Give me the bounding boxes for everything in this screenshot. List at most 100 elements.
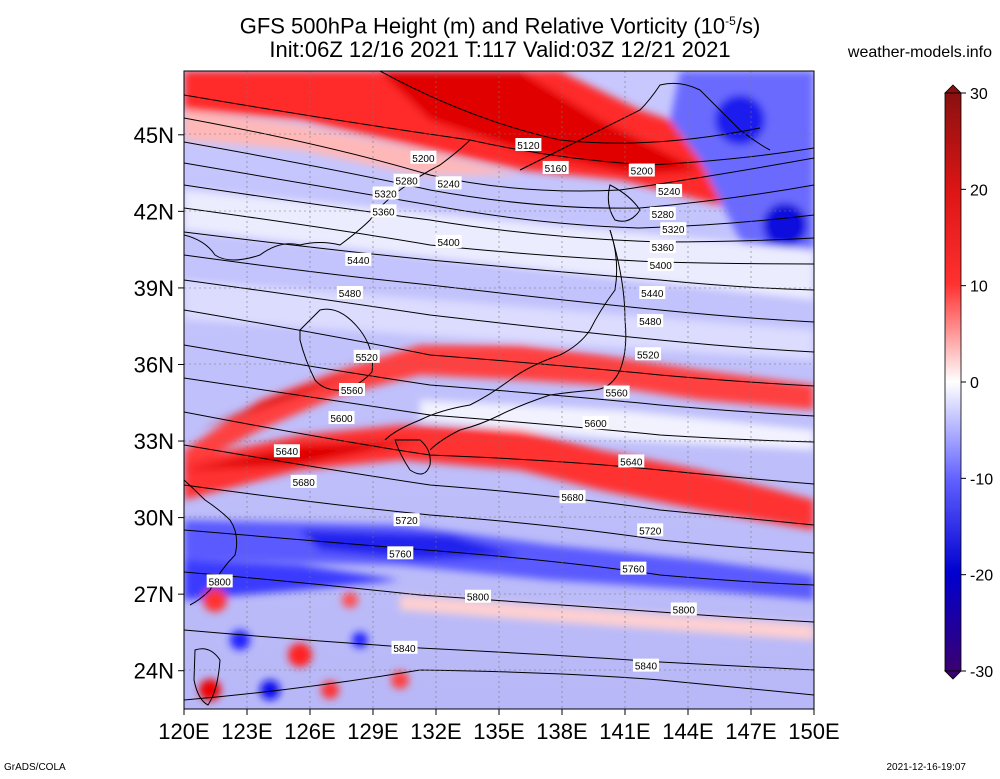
contour-label-text: 5680 [561,493,584,504]
contour-label: 5480 [336,286,363,300]
colorbar-tick-label: 0 [970,375,979,392]
contour-label: 5280 [649,206,676,221]
contour-label-text: 5480 [639,317,662,328]
contour-labels: 5120516052005200524052405280528053205320… [206,138,697,673]
contour-label-text: 5520 [637,350,660,361]
contour-label: 5680 [559,490,586,504]
contour-label-text: 5680 [293,478,316,489]
contour-label: 5480 [637,314,664,328]
contour-label-box [542,160,569,174]
lat-tick-label: 45N [134,123,174,148]
contour-label: 5320 [372,186,399,200]
colorbar-top-arrow [944,84,962,94]
contour-label: 5800 [670,602,697,616]
contour-label: 5280 [393,173,420,188]
contour-label-box [670,602,697,616]
colorbar-gradient [944,92,962,672]
contour-label-box [435,234,462,248]
contour-label-box [387,546,414,560]
contour-label-box [635,347,662,361]
contour-label-text: 5800 [467,593,490,604]
contour-label-box [656,183,683,197]
lat-tick-label: 30N [134,506,174,531]
longitude-axis: 120E 123E 126E 129E 132E 135E 138E 141E 144E 147E… [158,709,840,744]
render-timestamp: 2021-12-16-19:07 [886,762,966,773]
software-credit: GrADS/COLA [4,762,66,773]
contour-label: 5840 [633,658,659,673]
contour-label: 5360 [649,240,676,254]
contour-label-box [633,658,659,672]
contour-label: 5200 [410,150,437,165]
graticule [184,71,814,709]
contour-label: 5560 [603,385,630,400]
contour-label-text: 5360 [652,243,675,254]
colorbar-tick-label: -30 [970,664,993,681]
colorbar-bottom-arrow [944,670,962,680]
contour-label-text: 5200 [412,154,435,165]
contour-label-box [515,138,542,152]
contour-label-box [393,513,420,527]
colorbar: 30 20 10 0 -10 -20 -30 [944,84,993,681]
contour-label: 5760 [387,546,414,560]
lon-tick-label: 147E [725,719,776,744]
contour-label: 5440 [639,286,666,300]
contour-label-text: 5240 [437,179,460,190]
contour-label-box [603,385,630,399]
contour-label-box [370,204,397,218]
contour-label-box [372,186,399,200]
contour-label-text: 5440 [641,289,664,300]
lat-tick-label: 42N [134,199,174,224]
colorbar-tick-label: 20 [970,182,988,199]
contour-label-text: 5320 [374,189,397,200]
colorbar-tick-label: 30 [970,86,988,103]
colorbar-tick-label: -20 [970,568,993,585]
lat-tick-label: 36N [134,352,174,377]
contour-label-text: 5600 [584,419,607,430]
height-contours [184,71,814,701]
contour-label-box [582,416,609,430]
contour-label-text: 5800 [673,605,696,616]
contour-label-text: 5360 [372,207,395,218]
lon-tick-label: 141E [599,719,650,744]
contour-label-box [628,163,655,177]
lon-tick-label: 120E [158,719,209,744]
contour-label-box [618,454,645,468]
contour-label-box [345,252,372,266]
contour-label: 5640 [618,454,645,468]
contour-label-box [620,561,647,575]
contour-label-text: 5120 [517,141,540,152]
contour-label: 5200 [628,163,655,178]
contour-label-text: 5560 [605,389,628,400]
contour-label-text: 5600 [330,414,353,425]
contour-label: 5720 [393,513,420,527]
lon-tick-label: 123E [221,719,272,744]
contour-label-box [559,490,586,504]
contour-label: 5720 [637,523,664,537]
contour-label-text: 5160 [545,164,568,175]
contour-label: 5800 [206,574,233,588]
contour-label-box [393,173,420,187]
lat-tick-label: 27N [134,582,174,607]
contour-label: 5800 [465,589,491,604]
contour-label: 5840 [391,640,418,655]
vorticity-field: 5120516052005200524052405280528053205320… [184,71,814,709]
contour-label: 5400 [435,234,462,249]
contour-label-box [273,444,300,458]
contour-label-box [336,286,363,300]
contour-label-text: 5400 [437,238,460,249]
contour-label: 5240 [656,183,683,198]
contour-label: 5600 [328,411,355,425]
contour-label-text: 5400 [650,261,673,272]
contour-label-box [435,176,462,190]
contour-label-box [339,383,365,396]
contour-label: 5520 [353,349,380,364]
chart-title-line2: Init:06Z 12/16 2021 T:117 Valid:03Z 12/2… [269,37,731,62]
site-name: weather-models.info [847,44,992,61]
contour-label-box [649,240,676,254]
contour-label-text: 5440 [347,256,370,267]
contour-label-box [410,150,437,164]
contour-label-box [391,640,418,654]
contour-label-box [660,222,687,236]
lat-tick-label: 33N [134,429,174,454]
lon-tick-label: 126E [284,719,335,744]
